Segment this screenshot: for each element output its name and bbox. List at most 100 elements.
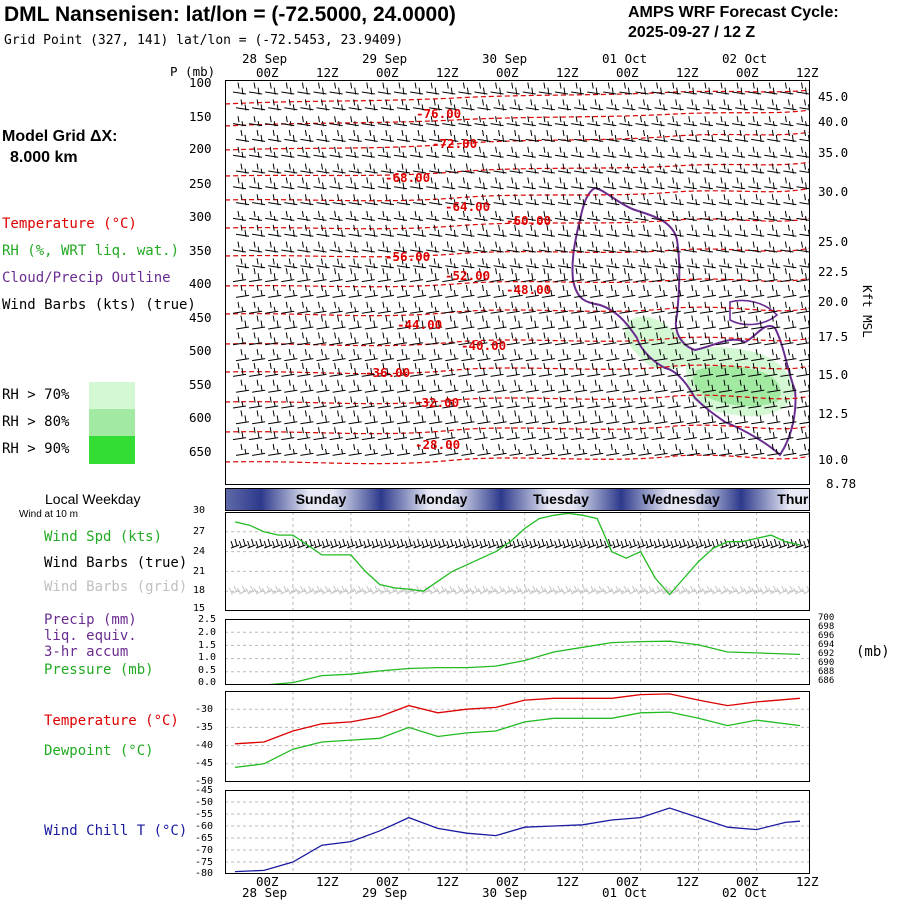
temperature-contour (225, 247, 810, 258)
wind-barb (571, 210, 585, 222)
wind-barb (396, 99, 411, 111)
wind-barb (445, 443, 459, 456)
wind-barb (421, 538, 431, 549)
wind-barb (235, 224, 250, 237)
wind-barb (715, 301, 730, 314)
top-hour-label: 12Z (556, 65, 579, 80)
temp-contour-label: -44.00 (397, 317, 442, 332)
wind-barb (715, 427, 730, 441)
wind-barb (557, 410, 572, 425)
wind-barb (393, 427, 408, 441)
wind-barb (361, 116, 375, 127)
wind-barb (735, 349, 749, 362)
wind-barb (426, 268, 440, 283)
wind-barb (764, 177, 778, 190)
wind-barb-grid (278, 585, 290, 595)
wind-barb (529, 538, 538, 549)
wind-barb (474, 177, 488, 190)
wind-barb (622, 194, 636, 206)
precip-label: Precip (mm) (44, 612, 137, 628)
temp-contour-label: -32.00 (414, 395, 459, 410)
wind-barb-grid (245, 585, 256, 595)
wind-barb (767, 443, 781, 456)
wind-barb (281, 116, 295, 127)
wind-barb (429, 315, 443, 330)
wind-barb (796, 301, 810, 314)
wind-barb (442, 301, 456, 314)
wind-barb (753, 538, 763, 549)
wind-barb (316, 258, 330, 269)
wind-barb (300, 258, 314, 269)
wind-barb (587, 82, 601, 95)
wind-barb (313, 396, 327, 409)
wind-barb (603, 427, 617, 441)
wind-barb (557, 443, 572, 456)
wind-barb (683, 177, 697, 190)
wind-barb (574, 163, 588, 174)
wind-barb (338, 538, 348, 549)
wind-barb (683, 427, 697, 441)
wind-barb (590, 410, 604, 425)
wind-barb (474, 210, 488, 222)
wind-barb (429, 349, 443, 362)
wind-barb (426, 146, 440, 158)
wind-barb (554, 538, 563, 549)
wind-barb-grid (577, 585, 588, 595)
wind-barb (667, 301, 681, 314)
wind-barb (557, 129, 572, 143)
wind-barb (477, 194, 491, 206)
wind-barb (490, 210, 504, 222)
wind-barb-grid (585, 585, 597, 595)
wind-barb (313, 268, 327, 283)
wind-barb (670, 163, 684, 174)
wind-barb (493, 224, 507, 237)
wind-barb (670, 379, 684, 393)
wind-barb (232, 82, 247, 95)
wind-barb (622, 349, 636, 362)
wind-barb (429, 410, 443, 425)
wind-barb (638, 315, 652, 330)
wind-barb (587, 146, 601, 158)
wind-barb (413, 443, 427, 456)
wind-barb (445, 410, 459, 425)
wind-barb (735, 315, 749, 330)
wind-barb (252, 258, 266, 269)
wind-barb-grid (643, 585, 655, 595)
wind-barb (622, 443, 636, 456)
wind-barb (265, 301, 279, 314)
wind-barb (541, 194, 555, 206)
top-hour-label: 00Z (616, 65, 639, 80)
temp-contour-label: -40.00 (461, 338, 506, 353)
wind-barb (683, 362, 697, 377)
wind-barb (284, 379, 298, 393)
wind-barb (297, 301, 311, 314)
wind-grid (225, 512, 810, 611)
wind-barb (587, 362, 601, 377)
wind-barb (603, 332, 617, 346)
wind-barb (702, 99, 716, 111)
wind-barb-grid (253, 585, 265, 595)
wind-barb (619, 177, 633, 190)
wind-barb (445, 258, 459, 269)
wind-barb (667, 210, 681, 222)
pressure-tick: 650 (189, 444, 212, 459)
wind-barb (413, 224, 427, 237)
wind-barb (751, 315, 765, 330)
wind-barb (377, 396, 391, 409)
wind-barb (699, 268, 713, 283)
wind-barb (748, 177, 762, 190)
wind-barb-grid (552, 585, 563, 595)
wind-barb (522, 146, 536, 158)
wind-barb (670, 410, 684, 425)
wind-barb (654, 99, 668, 111)
wind-barb (587, 177, 601, 190)
wind-barb (796, 177, 810, 190)
wind-barb (506, 301, 520, 314)
wind-barb (474, 268, 488, 283)
wind-barb (396, 443, 411, 456)
wind-barb (490, 268, 504, 283)
wind-barb (316, 224, 330, 237)
wind-barb (284, 129, 298, 143)
wind-barb (232, 427, 247, 441)
wind-barb (490, 301, 504, 314)
